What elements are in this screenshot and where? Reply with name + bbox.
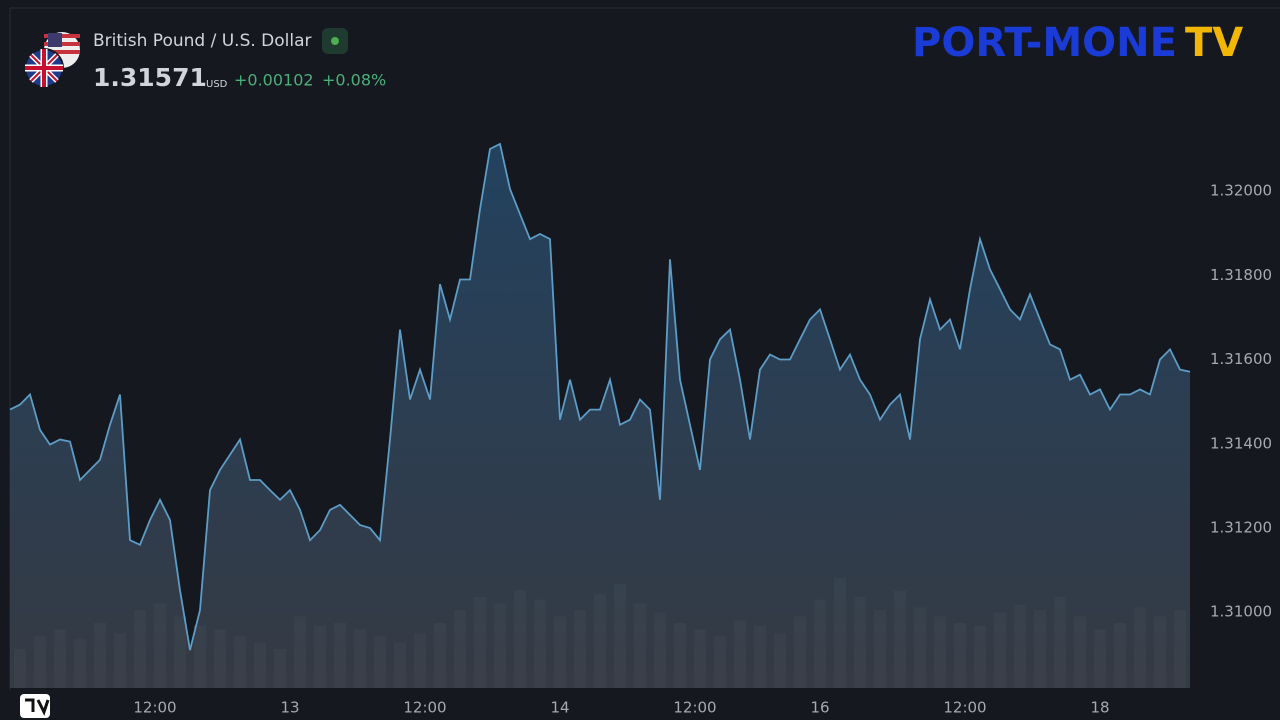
symbol-name: British Pound / U.S. Dollar <box>93 31 312 51</box>
x-tick-label: 12:00 <box>133 699 176 717</box>
x-tick-label: 13 <box>280 699 299 717</box>
x-tick-label: 18 <box>1090 699 1109 717</box>
currency: USD <box>206 79 228 90</box>
y-tick-label: 1.31000 <box>1210 603 1272 621</box>
y-tick-label: 1.31600 <box>1210 350 1272 368</box>
logo: TV <box>1185 20 1243 66</box>
logo: PORT-MONE <box>912 20 1177 66</box>
y-tick-label: 1.32000 <box>1210 182 1272 200</box>
y-tick-label: 1.31800 <box>1210 266 1272 284</box>
x-tick-label: 12:00 <box>403 699 446 717</box>
flag-icons <box>24 32 80 88</box>
price-change-percent: +0.08% <box>322 71 386 90</box>
x-tick-label: 16 <box>810 699 829 717</box>
price-area <box>10 143 1190 688</box>
tv-badge-icon <box>25 698 50 716</box>
market-status-dot <box>331 37 339 45</box>
price-line <box>9 142 1191 651</box>
last-price: 1.31571 <box>93 63 207 92</box>
x-tick-label: 12:00 <box>673 699 716 717</box>
price-change: +0.00102 <box>234 71 314 90</box>
x-tick-label: 12:00 <box>943 699 986 717</box>
y-tick-label: 1.31200 <box>1210 518 1272 536</box>
plot-area <box>9 142 1191 688</box>
x-tick-label: 14 <box>550 699 569 717</box>
y-tick-label: 1.31400 <box>1210 434 1272 452</box>
